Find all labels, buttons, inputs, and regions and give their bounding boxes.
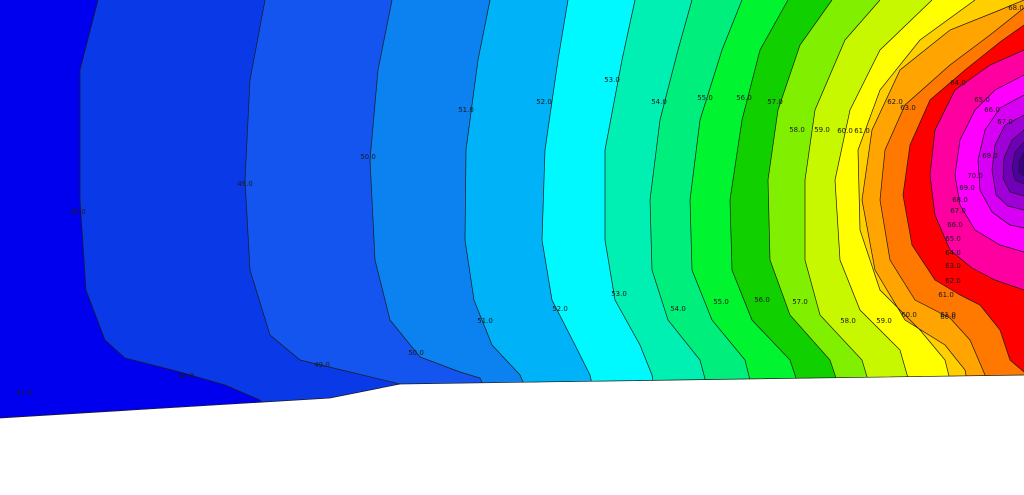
contour-line xyxy=(649,0,717,418)
contour-label: 52.0 xyxy=(536,98,552,106)
contour-label: 65.0 xyxy=(974,96,990,104)
contour-label: 47.0 xyxy=(16,389,32,397)
contour-label: 61.0 xyxy=(940,311,956,319)
contour-label: 52.0 xyxy=(552,305,568,313)
contour-line xyxy=(902,24,1024,373)
contour-labels: 47.0 48.0 48.0 49.0 49.0 50.0 50.0 51.0 51.0 52.0… xyxy=(16,4,1024,397)
contour-line xyxy=(857,0,976,418)
contour-line xyxy=(991,114,1024,211)
contour-line xyxy=(804,0,881,418)
contour-bands xyxy=(80,0,1024,418)
contour-label: 61.0 xyxy=(938,291,954,299)
contour-label: 62.0 xyxy=(945,277,961,285)
contour-line xyxy=(861,0,1024,418)
contour-label: 48.0 xyxy=(70,208,86,216)
contour-label: 56.0 xyxy=(736,94,752,102)
contour-label: 67.0 xyxy=(950,207,966,215)
contour-label: 54.0 xyxy=(670,305,686,313)
contour-label: 57.0 xyxy=(792,298,808,306)
contour-label: 67.0 xyxy=(997,118,1013,126)
contour-line xyxy=(834,0,933,418)
contour-label: 61.0 xyxy=(854,127,870,135)
contour-label: 63.0 xyxy=(900,104,916,112)
contour-line xyxy=(1018,151,1024,177)
contour-line xyxy=(977,94,1024,229)
contour-label: 63.0 xyxy=(945,262,961,270)
contour-line xyxy=(1002,129,1024,197)
contour-label: 60.0 xyxy=(901,311,917,319)
contour-label: 51.0 xyxy=(458,106,474,114)
contour-line xyxy=(464,0,541,418)
contour-label: 70.0 xyxy=(967,172,983,180)
contour-label: 59.0 xyxy=(876,317,892,325)
contour-label: 57.0 xyxy=(767,98,783,106)
contour-label: 53.0 xyxy=(604,76,620,84)
contour-line xyxy=(1011,141,1024,185)
contour-label: 50.0 xyxy=(360,153,376,161)
contour-label: 54.0 xyxy=(651,98,667,106)
contour-label: 58.0 xyxy=(789,126,805,134)
contour-line xyxy=(79,0,281,418)
contour-label: 50.0 xyxy=(408,349,424,357)
contour-line xyxy=(244,0,421,418)
contour-line xyxy=(767,0,851,418)
contour-label: 68.0 xyxy=(952,196,968,204)
contour-label: 66.0 xyxy=(947,221,963,229)
contour-label: 49.0 xyxy=(314,361,330,369)
contour-label: 51.0 xyxy=(477,317,493,325)
contour-line xyxy=(929,49,1024,291)
contour-line xyxy=(604,0,661,418)
contour-label: 60.0 xyxy=(940,313,956,321)
contour-label: 55.0 xyxy=(697,94,713,102)
contour-line xyxy=(879,7,1024,418)
contour-label: 58.0 xyxy=(840,317,856,325)
contour-label: 64.0 xyxy=(950,79,966,87)
contour-line xyxy=(541,0,601,418)
contour-line xyxy=(369,0,501,418)
contour-line xyxy=(954,74,1024,253)
contour-label: 69.0 xyxy=(982,152,998,160)
contour-label: 49.0 xyxy=(237,180,253,188)
contour-line xyxy=(689,0,761,418)
contour-label: 65.0 xyxy=(945,235,961,243)
contour-label: 59.0 xyxy=(814,126,830,134)
domain-boundary xyxy=(0,374,1024,419)
contour-label: 68.0 xyxy=(1008,4,1024,12)
contour-label: 48.0 xyxy=(178,372,194,380)
contour-label: 69.0 xyxy=(959,184,975,192)
contour-label: 55.0 xyxy=(713,298,729,306)
contour-label: 66.0 xyxy=(984,106,1000,114)
contour-label: 60.0 xyxy=(837,127,853,135)
contour-label: 53.0 xyxy=(611,290,627,298)
contour-line xyxy=(729,0,811,418)
contour-lines xyxy=(79,0,1024,418)
contour-label: 62.0 xyxy=(887,98,903,106)
contour-label: 56.0 xyxy=(754,296,770,304)
contour-label: 64.0 xyxy=(945,249,961,257)
